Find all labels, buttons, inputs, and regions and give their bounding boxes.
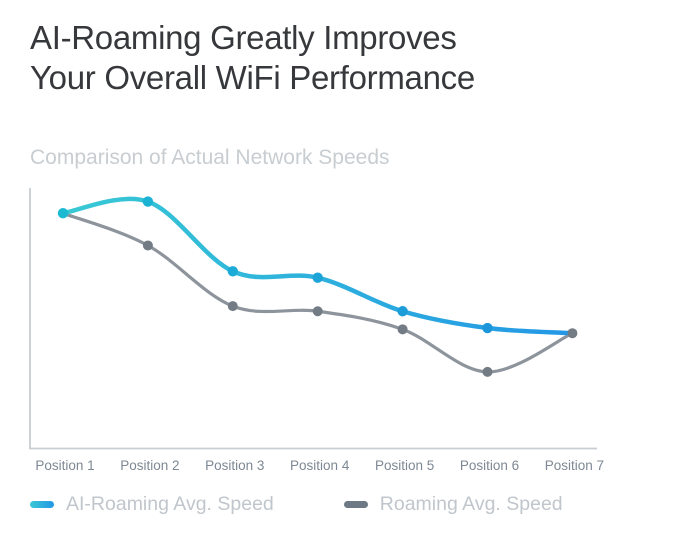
roaming-point bbox=[567, 328, 578, 339]
roaming-point bbox=[312, 306, 323, 317]
legend-label-ai-roaming: AI-Roaming Avg. Speed bbox=[66, 493, 274, 515]
legend-item-ai-roaming: AI-Roaming Avg. Speed bbox=[30, 491, 274, 517]
ai-roaming-point bbox=[482, 322, 493, 334]
ai-roaming-swatch-icon bbox=[30, 500, 54, 508]
x-axis-label: Position 2 bbox=[120, 458, 180, 473]
roaming-point bbox=[397, 324, 408, 335]
x-axis-labels: Position 1 Position 2 Position 3 Position 4… bbox=[0, 457, 688, 475]
ai-roaming-point bbox=[397, 306, 408, 317]
page-title: AI-Roaming Greatly Improves Your Overall… bbox=[30, 18, 475, 98]
page-title-line1: AI-Roaming Greatly Improves bbox=[30, 19, 457, 56]
chart-legend: AI-Roaming Avg. Speed Roaming Avg. Speed bbox=[30, 491, 563, 517]
legend-label-roaming: Roaming Avg. Speed bbox=[379, 493, 563, 515]
line-chart bbox=[29, 188, 597, 450]
chart-subtitle: Comparison of Actual Network Speeds bbox=[30, 146, 390, 169]
roaming-line bbox=[61, 211, 574, 374]
ai-roaming-point bbox=[57, 208, 69, 219]
roaming-point bbox=[142, 240, 153, 251]
ai-roaming-point bbox=[312, 272, 323, 283]
roaming-point bbox=[227, 301, 238, 312]
legend-item-roaming: Roaming Avg. Speed bbox=[343, 491, 563, 517]
x-axis-label: Position 1 bbox=[35, 458, 95, 473]
chart-axes bbox=[29, 188, 597, 450]
ai-roaming-point bbox=[142, 196, 154, 207]
x-axis-label: Position 3 bbox=[205, 458, 265, 473]
x-axis-label: Position 5 bbox=[374, 458, 435, 473]
x-axis-label: Position 6 bbox=[459, 458, 520, 473]
page-title-line2: Your Overall WiFi Performance bbox=[30, 59, 475, 96]
roaming-swatch-icon bbox=[343, 500, 368, 508]
ai-roaming-point bbox=[227, 266, 238, 277]
x-axis-label: Position 7 bbox=[544, 458, 605, 473]
roaming-point bbox=[482, 366, 493, 377]
x-axis-label: Position 4 bbox=[290, 458, 350, 473]
